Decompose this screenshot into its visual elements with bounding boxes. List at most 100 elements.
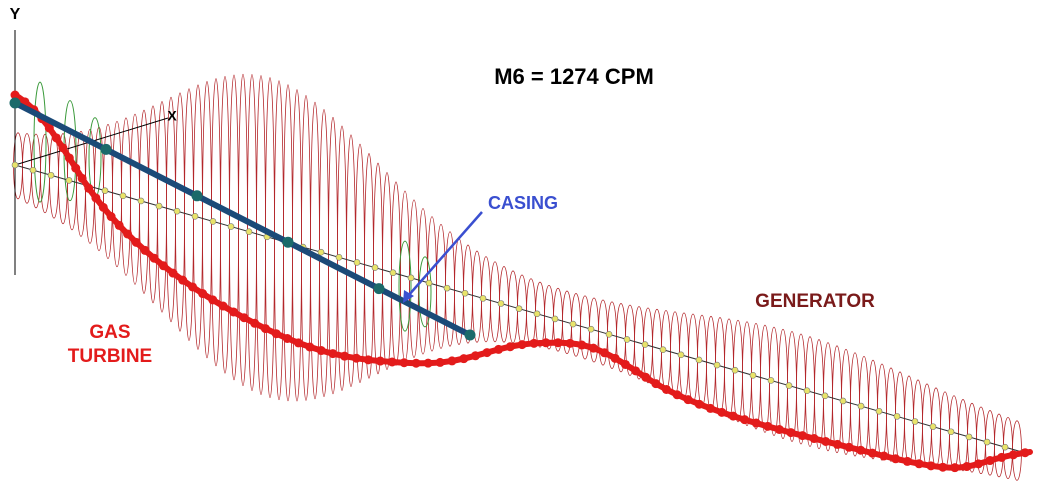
rotor-node: [938, 462, 948, 472]
rotor-node: [131, 237, 141, 247]
rotor-node: [786, 428, 796, 438]
centerline-node: [983, 438, 991, 446]
centerline-node: [497, 300, 505, 307]
rotor-nodes: [10, 90, 1030, 473]
centerline-node: [65, 177, 73, 184]
rotor-node: [661, 384, 671, 394]
rotor-node: [328, 349, 338, 359]
rotor-node: [271, 329, 281, 339]
rotor-node: [751, 418, 761, 428]
casing-orbit: [33, 81, 47, 203]
rotor-node: [158, 261, 168, 271]
rotor-node: [71, 163, 81, 173]
rotor-node: [494, 344, 504, 354]
centerline-node: [371, 264, 379, 271]
centerline-node: [929, 423, 937, 430]
rotor-node: [997, 452, 1007, 462]
rotor-node: [717, 407, 727, 417]
rotor-node: [973, 459, 983, 469]
centerline-node: [623, 336, 631, 343]
centerline-node: [479, 295, 487, 302]
centerline-node: [29, 166, 37, 174]
centerline-node: [605, 330, 613, 338]
rotor-node: [363, 355, 373, 365]
rotor-node: [114, 220, 124, 230]
centerline-node: [749, 372, 757, 379]
centerline-node: [587, 325, 595, 333]
centerline-node: [821, 392, 829, 400]
rotor-node: [553, 338, 563, 348]
rotor-node: [705, 403, 715, 413]
rotor-node: [316, 346, 326, 356]
rotor-node: [64, 153, 74, 163]
rotor-node: [482, 348, 492, 358]
centerline-node: [677, 351, 685, 359]
rotor-node: [84, 183, 94, 193]
rotor-node: [517, 340, 527, 350]
rotor-node: [459, 354, 469, 364]
rotor-node: [577, 340, 587, 350]
centerline-node: [209, 218, 217, 225]
casing-label: CASING: [488, 193, 558, 213]
casing-node: [191, 190, 203, 202]
rotor-node: [77, 173, 87, 183]
centerline-node: [515, 305, 523, 312]
centerline-node: [1001, 443, 1009, 451]
generator-label: GENERATOR: [755, 291, 875, 312]
centerline-node: [317, 248, 325, 256]
rotor-node: [879, 451, 889, 461]
rotor-node: [950, 463, 960, 473]
rotor-node: [694, 399, 704, 409]
rotor-node: [387, 357, 397, 367]
centerline-node: [11, 161, 19, 169]
centerline-node: [191, 213, 199, 220]
rotor-node: [902, 456, 912, 466]
rotor-node: [541, 338, 551, 348]
rotor-node: [651, 379, 661, 389]
casing-node: [373, 283, 385, 295]
casing-arrow: [407, 211, 483, 297]
casing-orbit: [418, 256, 432, 328]
rotor-node: [565, 338, 575, 348]
orbit-ellipses: [13, 73, 1022, 481]
centerline-node: [857, 402, 865, 410]
rotor-node: [178, 275, 188, 285]
rotor-node: [140, 245, 150, 255]
rotor-node: [305, 342, 315, 352]
centerline-node: [461, 289, 469, 297]
centerline-node: [47, 171, 55, 179]
rotor-node: [123, 229, 133, 239]
rotor-node: [260, 324, 270, 334]
centerline-node: [551, 315, 559, 323]
centerline-node: [911, 418, 919, 425]
rotor-node: [1020, 448, 1030, 458]
rotor-node: [282, 333, 292, 343]
rotor-node: [844, 442, 854, 452]
centerline-node: [443, 284, 451, 292]
rotor-node: [51, 133, 61, 143]
centerline-node: [659, 346, 667, 353]
casing-node: [9, 97, 21, 109]
centerline-node: [569, 320, 577, 328]
casing-orbit: [398, 240, 412, 332]
rotor-node: [740, 415, 750, 425]
rotor-node: [774, 424, 784, 434]
rotor-node: [399, 358, 409, 368]
rotor-node: [809, 434, 819, 444]
rotor-node: [470, 351, 480, 361]
rotor-node: [208, 295, 218, 305]
rotor-node: [641, 372, 651, 382]
rotor-node: [293, 338, 303, 348]
centerline-node: [101, 187, 109, 194]
centerline-node: [731, 366, 739, 374]
rotor-node: [914, 459, 924, 469]
centerline-node: [947, 428, 955, 436]
centerline-node: [695, 356, 703, 364]
casing-mode-shape: [12, 100, 473, 338]
rotor-node: [218, 301, 228, 311]
centerline-node: [713, 361, 721, 369]
rotor-node: [91, 193, 101, 203]
rotor-node: [797, 431, 807, 441]
rotor-node: [763, 421, 773, 431]
